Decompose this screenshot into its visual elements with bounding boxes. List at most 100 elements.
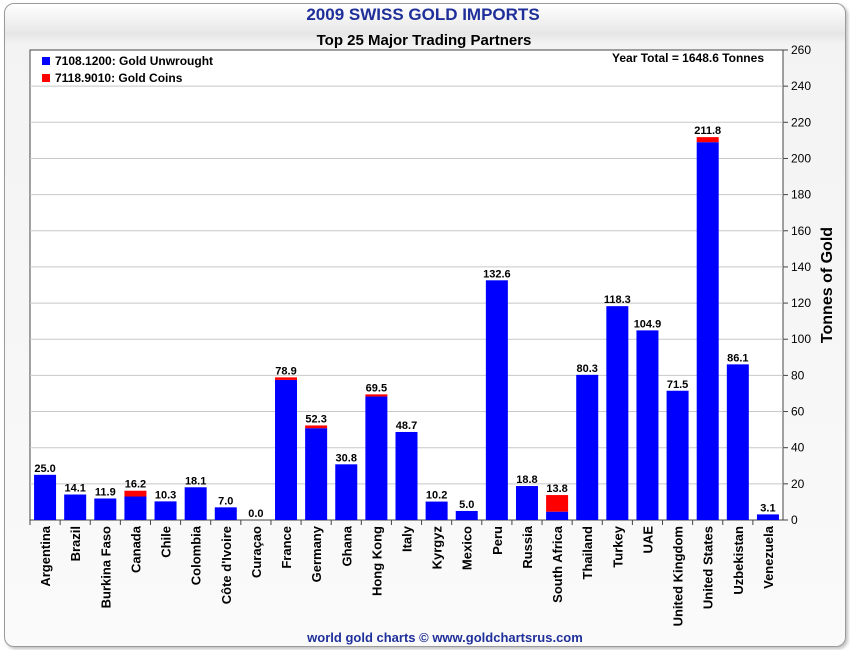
value-label-colombia: 18.1 [185,475,206,487]
legend-label-unwrought: 7108.1200: Gold Unwrought [55,54,213,68]
bar-united-states-coins [696,137,719,143]
x-tick-label-turkey: Turkey [610,525,625,567]
bar-hong-kong-coins [365,394,388,397]
x-tick-label-chile: Chile [159,526,174,558]
x-tick-label-uzbekistan: Uzbekistan [731,526,746,595]
x-tick-label-cote-d-ivoire: Côte d'Ivoire [219,526,234,604]
value-label-cote-d-ivoire: 7.0 [218,495,233,507]
x-tick-label-thailand: Thailand [580,526,595,580]
bar-hong-kong-unwrought [365,396,388,520]
x-tick-label-kyrgyz: Kyrgyz [430,526,445,570]
y-tick-label-220: 220 [791,115,811,129]
x-tick-label-ghana: Ghana [339,525,354,566]
x-tick-label-france: France [279,526,294,569]
y-axis: 0 20 40 60 80 100 120 140 160 180 200 220 240 260 [783,43,811,527]
x-tick-label-russia: Russia [520,525,535,568]
value-label-france: 78.9 [275,365,296,377]
legend-swatch-coins [42,74,50,82]
x-tick-label-hong-kong: Hong Kong [369,526,384,596]
y-tick-label-80: 80 [791,368,805,382]
bar-south-africa-unwrought [546,511,569,520]
legend: 7108.1200: Gold Unwrought 7118.9010: Gol… [42,54,213,85]
bar-brazil-unwrought [64,494,87,520]
y-tick-label-60: 60 [791,405,805,419]
value-label-curacao: 0.0 [248,508,263,520]
chart-title: 2009 SWISS GOLD IMPORTS [306,5,540,24]
value-label-thailand: 80.3 [577,363,598,375]
bar-uae-unwrought [636,330,659,520]
bar-burkina-faso-unwrought [94,498,117,520]
y-tick-label-120: 120 [791,296,811,310]
y-axis-title: Tonnes of Gold [819,227,836,343]
value-label-brazil: 14.1 [64,483,85,495]
x-tick-label-united-states: United States [701,526,716,609]
y-tick-label-200: 200 [791,151,811,165]
footer-credit: world gold charts © www.goldchartsrus.co… [307,630,583,645]
chart-subtitle: Top 25 Major Trading Partners [317,32,532,49]
y-tick-label-20: 20 [791,477,805,491]
x-tick-label-canada: Canada [128,525,143,573]
y-tick-label-260: 260 [791,43,811,57]
bar-germany-coins [305,425,328,429]
value-label-united-kingdom: 71.5 [667,379,688,391]
value-label-italy: 48.7 [396,420,417,432]
bar-united-kingdom-unwrought [666,390,689,520]
bar-uzbekistan-unwrought [726,364,749,520]
value-label-turkey: 118.3 [604,294,631,306]
value-label-ghana: 30.8 [336,452,357,464]
value-label-united-states: 211.8 [694,125,721,137]
x-axis: Argentina Brazil Burkina Faso Canada Chile Co… [29,520,776,626]
x-tick-label-brazil: Brazil [68,526,83,561]
bar-kyrgyz-unwrought [425,501,448,520]
bar-mexico-unwrought [455,510,478,520]
bar-argentina-unwrought [34,474,57,520]
bar-canada-coins [124,490,147,497]
bar-france-unwrought [275,379,298,520]
legend-label-coins: 7118.9010: Gold Coins [55,71,183,85]
bar-turkey-unwrought [606,306,629,520]
x-tick-label-uae: UAE [640,526,655,554]
value-label-canada: 16.2 [125,479,146,491]
value-label-south-africa: 13.8 [546,483,567,495]
value-label-mexico: 5.0 [459,499,474,511]
value-label-venezuela: 3.1 [760,502,775,514]
bar-france-coins [275,377,298,380]
bar-colombia-unwrought [184,487,207,520]
bar-south-africa-coins [546,495,569,512]
value-label-burkina-faso: 11.9 [95,486,116,498]
bar-canada-unwrought [124,496,147,520]
value-labels: 25.0 14.1 11.9 16.2 10.3 18.1 7.0 0.0 78.9 52.3 30… [34,125,775,520]
bar-thailand-unwrought [576,374,599,520]
y-tick-label-100: 100 [791,332,811,346]
x-tick-label-peru: Peru [490,526,505,555]
value-label-uzbekistan: 86.1 [727,352,748,364]
bar-chile-unwrought [154,501,177,520]
value-label-hong-kong: 69.5 [366,382,387,394]
y-tick-label-0: 0 [791,513,798,527]
value-label-peru: 132.6 [483,268,511,280]
x-tick-label-germany: Germany [309,525,324,582]
bar-venezuela-unwrought [756,514,779,520]
x-tick-label-mexico: Mexico [460,526,475,570]
bar-cote-d-ivoire-unwrought [214,507,237,520]
x-tick-label-curacao: Curaçao [249,526,264,578]
y-tick-label-40: 40 [791,441,805,455]
x-tick-label-venezuela: Venezuela [761,525,776,589]
y-tick-label-180: 180 [791,188,811,202]
year-total-annotation: Year Total = 1648.6 Tonnes [612,51,764,65]
x-tick-label-italy: Italy [400,525,415,552]
bar-ghana-unwrought [335,464,358,520]
value-label-uae: 104.9 [634,318,662,330]
value-label-chile: 10.3 [155,489,176,501]
value-label-kyrgyz: 10.2 [426,490,447,502]
bar-united-states-unwrought [696,142,719,520]
legend-swatch-unwrought [42,57,50,65]
x-tick-label-argentina: Argentina [38,525,53,586]
bar-germany-unwrought [305,428,328,520]
x-tick-label-colombia: Colombia [189,525,204,585]
bar-italy-unwrought [395,431,418,520]
x-tick-label-burkina-faso: Burkina Faso [98,526,113,608]
bars-group [34,137,779,520]
bar-peru-unwrought [485,280,508,520]
